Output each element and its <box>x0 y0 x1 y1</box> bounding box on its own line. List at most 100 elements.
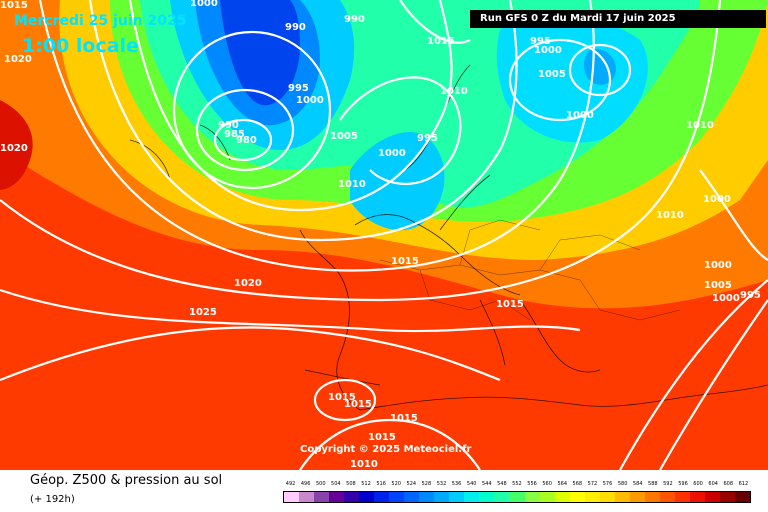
isobar-lines <box>0 0 768 470</box>
scale-swatch <box>539 492 555 502</box>
isobar-label: 1010 <box>338 179 366 190</box>
scale-label: 568 <box>572 481 583 487</box>
isobar-label: 1005 <box>704 280 732 291</box>
isobar-label: 1025 <box>189 307 217 318</box>
isobar-label: 1005 <box>538 69 566 80</box>
isobar-label: 1015 <box>391 256 419 267</box>
isobar-label: 985 <box>224 129 245 140</box>
scale-label: 500 <box>315 481 326 487</box>
isobar-label: 1015 <box>328 392 356 403</box>
scale-swatch <box>734 492 750 502</box>
scale-label: 556 <box>527 481 537 487</box>
isobar-label: 995 <box>740 290 761 301</box>
isobar-label: 990 <box>285 22 306 33</box>
scale-swatch <box>689 492 705 502</box>
scale-label: 492 <box>285 481 296 487</box>
scale-swatch <box>494 492 510 502</box>
isobar-label: 1020 <box>0 143 28 154</box>
isobar-label: 995 <box>530 36 551 47</box>
scale-label: 560 <box>542 481 552 487</box>
isobar-label: 1010 <box>440 86 468 97</box>
scale-label: 580 <box>617 481 628 487</box>
forecast-time: 1:00 locale <box>22 35 139 57</box>
isobar-label: 1005 <box>330 131 358 142</box>
scale-swatch <box>344 492 360 502</box>
scale-swatch <box>674 492 690 502</box>
forecast-date: Mercredi 25 juin 2025 <box>14 13 187 29</box>
scale-swatch <box>449 492 465 502</box>
scale-label: 536 <box>451 481 462 487</box>
isobar-label: 995 <box>417 133 438 144</box>
isobar-label: 995 <box>288 83 309 94</box>
scale-label: 504 <box>331 481 341 487</box>
scale-label: 508 <box>346 481 356 487</box>
scale-swatch <box>659 492 675 502</box>
isobar-label: 1015 <box>390 413 418 424</box>
isobar-label: 1000 <box>703 194 731 205</box>
scale-label: 572 <box>587 481 598 487</box>
isobar-label: 1020 <box>4 54 32 65</box>
scale-label: 596 <box>678 481 688 487</box>
isobar-label: 1010 <box>656 210 684 221</box>
scale-label: 516 <box>376 481 386 487</box>
scale-label: 588 <box>648 481 658 487</box>
scale-label: 592 <box>663 481 673 487</box>
scale-swatch <box>629 492 645 502</box>
isobar-label: 990 <box>344 14 365 25</box>
isobar-labels: 1000 990 990 995 1000 990 985 980 1005 1… <box>0 0 761 470</box>
field-band-darkred-west <box>0 100 33 190</box>
scale-swatch <box>464 492 480 502</box>
scale-label: 600 <box>693 481 703 487</box>
scale-label: 564 <box>557 481 567 487</box>
scale-label: 552 <box>512 481 522 487</box>
scale-swatch <box>644 492 660 502</box>
scale-label: 520 <box>391 481 401 487</box>
field-band-darkblue <box>220 0 300 106</box>
scale-label: 548 <box>497 481 507 487</box>
scale-swatch <box>719 492 735 502</box>
isobar-label: 1000 <box>712 293 740 304</box>
scale-label: 576 <box>602 481 613 487</box>
isobar-label: 1000 <box>190 0 218 9</box>
scale-label: 532 <box>436 481 447 487</box>
scale-swatch <box>284 492 300 502</box>
copyright-text: Copyright © 2025 Meteociel.fr <box>300 444 472 455</box>
scale-swatch <box>434 492 450 502</box>
isobar-label: 1000 <box>296 95 324 106</box>
coastlines <box>129 64 768 411</box>
scale-label: 528 <box>421 481 432 487</box>
scale-label: 524 <box>406 481 417 487</box>
scale-swatch <box>389 492 405 502</box>
scale-swatch <box>419 492 435 502</box>
scale-label: 544 <box>481 481 492 487</box>
scale-swatch <box>359 492 375 502</box>
field-band-cyan-north <box>350 131 445 231</box>
scale-label: 604 <box>708 481 718 487</box>
isobar-label: 1010 <box>686 120 714 131</box>
isobar-label: 1000 <box>566 110 594 121</box>
isobar-label: 1000 <box>704 260 732 271</box>
forecast-lead-time: (+ 192h) <box>30 494 75 505</box>
scale-swatch <box>509 492 525 502</box>
scale-swatch <box>614 492 630 502</box>
isobar-label: 980 <box>236 135 257 146</box>
scale-swatch <box>599 492 615 502</box>
scale-swatch <box>524 492 540 502</box>
scale-swatch <box>584 492 600 502</box>
isobar-label: 990 <box>218 120 239 131</box>
scale-label: 612 <box>738 481 749 487</box>
model-run-label: Run GFS 0 Z du Mardi 17 juin 2025 <box>470 10 766 28</box>
isobar-label: 1015 <box>0 0 28 11</box>
map-footer: Géop. Z500 & pression au sol (+ 192h) 49… <box>0 470 768 512</box>
scale-swatch <box>299 492 315 502</box>
isobar-label: 1015 <box>496 299 524 310</box>
scale-swatch <box>554 492 570 502</box>
isobar-label: 1000 <box>378 148 406 159</box>
isobar-label: 1000 <box>534 45 562 56</box>
scale-swatch <box>569 492 585 502</box>
scale-label: 608 <box>723 481 734 487</box>
scale-label: 496 <box>300 481 311 487</box>
scale-swatch <box>479 492 495 502</box>
map-title: Géop. Z500 & pression au sol <box>30 473 223 488</box>
